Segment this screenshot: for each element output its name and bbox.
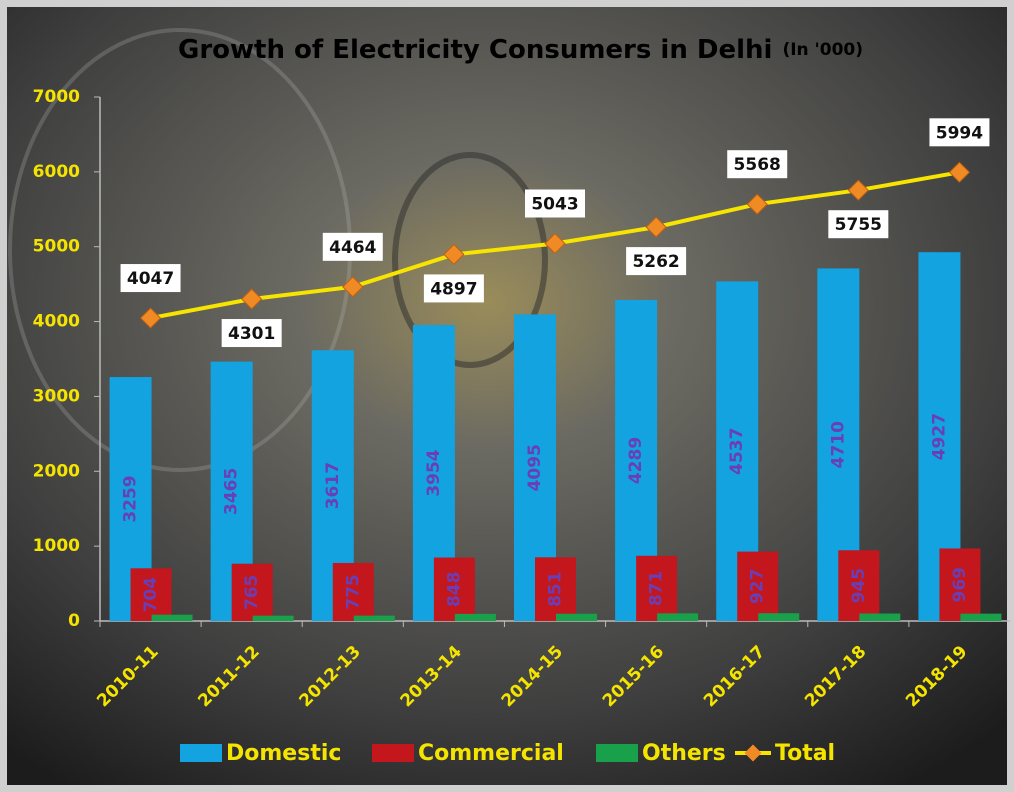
data-label: 969 bbox=[950, 567, 970, 603]
bar bbox=[353, 615, 395, 621]
label-box bbox=[727, 150, 788, 179]
marker bbox=[544, 232, 566, 255]
marker bbox=[139, 307, 162, 329]
legend-label: Others bbox=[642, 741, 726, 766]
marker bbox=[847, 179, 869, 201]
bar bbox=[960, 613, 1002, 621]
label-box bbox=[423, 274, 484, 303]
marker bbox=[645, 216, 667, 238]
subtitle: (In '000) bbox=[782, 40, 863, 60]
bar bbox=[252, 615, 294, 621]
bar bbox=[332, 562, 374, 621]
legend-swatch bbox=[180, 744, 222, 762]
y-tick-label: 1000 bbox=[33, 536, 80, 556]
label-box bbox=[221, 319, 282, 348]
legend-label: Domestic bbox=[226, 741, 341, 766]
marker bbox=[443, 243, 465, 266]
bar bbox=[939, 548, 981, 621]
bar bbox=[151, 614, 193, 621]
marker bbox=[342, 276, 364, 298]
bar bbox=[859, 613, 901, 621]
legend-swatch bbox=[744, 744, 762, 762]
data-label: 4289 bbox=[626, 437, 646, 484]
bar bbox=[535, 557, 576, 621]
data-label: 945 bbox=[849, 568, 869, 604]
data-label: 4537 bbox=[727, 428, 747, 475]
data-label: 3465 bbox=[222, 468, 242, 515]
data-label: 4897 bbox=[430, 279, 477, 299]
chart-title: Growth of Electricity Consumers in Delhi… bbox=[178, 35, 863, 65]
bar bbox=[454, 613, 496, 621]
legend-swatch bbox=[596, 744, 638, 762]
bar bbox=[657, 613, 699, 621]
data-label: 3954 bbox=[424, 449, 444, 496]
label-box bbox=[626, 247, 687, 276]
bulb-decoration bbox=[392, 152, 548, 368]
data-label: 5755 bbox=[835, 215, 882, 235]
bar bbox=[433, 557, 475, 621]
bar bbox=[838, 550, 880, 621]
bar bbox=[737, 551, 779, 621]
label-box bbox=[120, 264, 181, 293]
data-label: 765 bbox=[242, 575, 262, 611]
data-label: 5994 bbox=[936, 123, 983, 143]
bar bbox=[556, 613, 597, 621]
y-tick-label: 2000 bbox=[33, 461, 80, 481]
y-tick-label: 0 bbox=[68, 611, 80, 631]
data-label: 927 bbox=[748, 569, 768, 605]
data-label: 5568 bbox=[734, 155, 781, 175]
label-box bbox=[525, 189, 585, 218]
bar bbox=[636, 555, 678, 621]
marker bbox=[241, 288, 263, 310]
bar bbox=[231, 563, 273, 621]
data-label: 4927 bbox=[929, 413, 949, 460]
y-tick-label: 4000 bbox=[33, 312, 80, 332]
data-label: 871 bbox=[647, 571, 667, 607]
y-tick-label: 6000 bbox=[33, 162, 80, 182]
y-tick-label: 3000 bbox=[33, 386, 80, 406]
data-label: 4095 bbox=[525, 444, 545, 491]
data-label: 5262 bbox=[632, 252, 679, 272]
legend-swatch bbox=[372, 744, 414, 762]
label-box bbox=[828, 210, 889, 239]
bar bbox=[130, 568, 172, 621]
data-label: 5043 bbox=[531, 194, 578, 214]
title: Growth of Electricity Consumers in Delhi bbox=[178, 35, 772, 65]
data-label: 4301 bbox=[228, 324, 275, 344]
data-label: 4464 bbox=[329, 238, 376, 258]
marker bbox=[948, 161, 971, 183]
data-label: 4710 bbox=[828, 421, 848, 468]
bar bbox=[758, 613, 800, 621]
data-label: 3259 bbox=[121, 475, 141, 522]
label-box bbox=[929, 118, 990, 147]
data-label: 775 bbox=[343, 574, 363, 610]
data-label: 704 bbox=[141, 577, 161, 613]
legend-label: Commercial bbox=[418, 741, 564, 766]
legend-label: Total bbox=[775, 741, 835, 766]
data-label: 4047 bbox=[127, 269, 174, 289]
marker bbox=[746, 193, 768, 215]
label-box bbox=[322, 232, 383, 261]
y-tick-label: 5000 bbox=[33, 237, 80, 257]
data-label: 3617 bbox=[323, 462, 343, 509]
data-label: 851 bbox=[546, 571, 566, 607]
y-tick-label: 7000 bbox=[33, 87, 80, 107]
data-label: 848 bbox=[444, 572, 464, 608]
